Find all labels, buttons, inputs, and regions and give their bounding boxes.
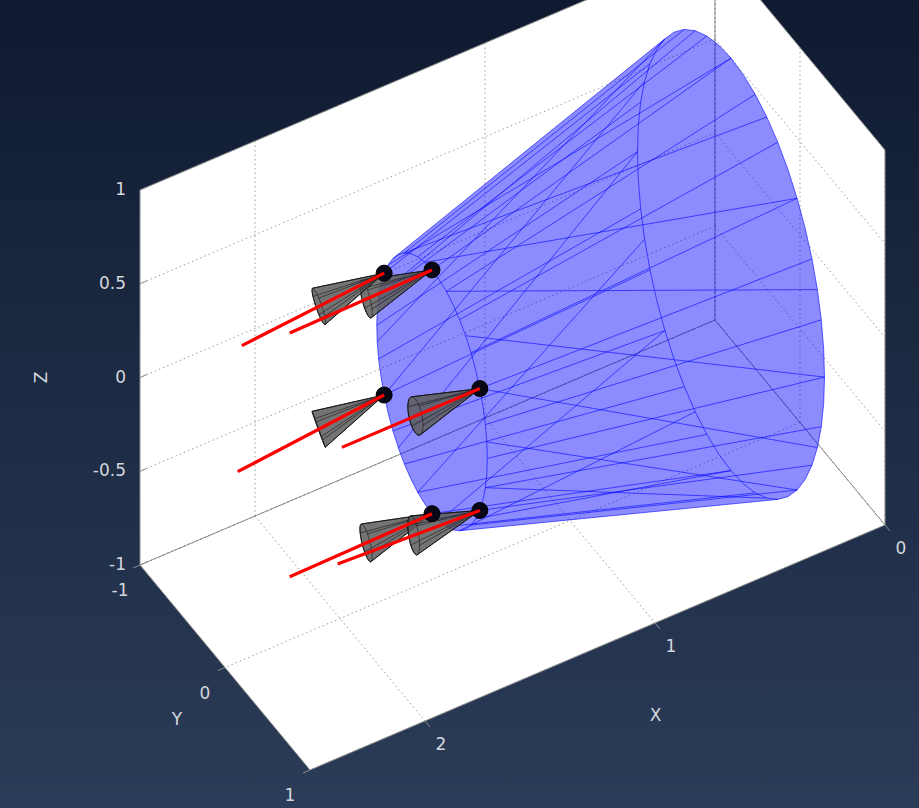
thrust-vector (338, 510, 480, 564)
y-tick-label: 0 (200, 683, 211, 703)
y-tick-label: 1 (285, 785, 296, 805)
tick-labels: -1 -0.5 0 0.5 1 -1 0 1 0 1 2 X Y Z (31, 179, 906, 805)
page: {"chart_data": { "type": "surface3d", "x… (0, 0, 919, 808)
tick-mark (885, 525, 890, 531)
axis-line (310, 525, 885, 770)
frame (133, 0, 890, 773)
x-tick-label: 0 (896, 538, 907, 558)
thruster (408, 389, 480, 436)
marks (238, 29, 825, 576)
z-tick-label: -1 (109, 554, 126, 574)
z-tick-label: -0.5 (93, 460, 126, 480)
thruster-mesh (408, 389, 480, 436)
grid-line (310, 525, 885, 770)
y-tick-label: -1 (112, 580, 129, 600)
tick-mark (140, 187, 147, 190)
tick-mark (140, 468, 147, 471)
thrust-vector (238, 395, 384, 472)
y-axis-title: Y (171, 709, 183, 729)
thruster-body (312, 395, 384, 447)
tick-mark (655, 623, 660, 629)
z-tick-label: 0.5 (99, 273, 126, 293)
cone-surface (377, 29, 825, 530)
thrust-vectors (238, 270, 480, 577)
thruster-mesh (312, 395, 384, 447)
axes-background (140, 0, 885, 770)
tick-mark (425, 721, 430, 727)
chart: -1 -0.5 0 0.5 1 -1 0 1 0 1 2 X Y Z (0, 0, 919, 808)
x-tick-label: 1 (666, 636, 677, 656)
cone-mesh (377, 29, 825, 530)
thruster-body (408, 389, 480, 436)
tick-mark (218, 668, 225, 671)
tick-mark (133, 565, 140, 568)
axis-line (140, 565, 310, 770)
thrust-vector (290, 514, 432, 577)
tick-mark (140, 375, 147, 378)
thrust-vector (290, 270, 432, 333)
grid (140, 0, 885, 770)
grid-line (885, 150, 886, 525)
tick-mark (140, 562, 147, 565)
thrust-vector (342, 389, 480, 448)
z-tick-label: 1 (115, 179, 126, 199)
tick-mark (303, 770, 310, 773)
cone (377, 29, 825, 530)
tick-mark (140, 281, 147, 284)
axis-line (885, 150, 886, 525)
thrust-vector (242, 273, 384, 345)
z-axis-title: Z (31, 372, 51, 384)
x-tick-label: 2 (436, 734, 447, 754)
x-axis-title: X (650, 705, 662, 725)
thruster (312, 395, 384, 447)
z-tick-label: 0 (115, 367, 126, 387)
